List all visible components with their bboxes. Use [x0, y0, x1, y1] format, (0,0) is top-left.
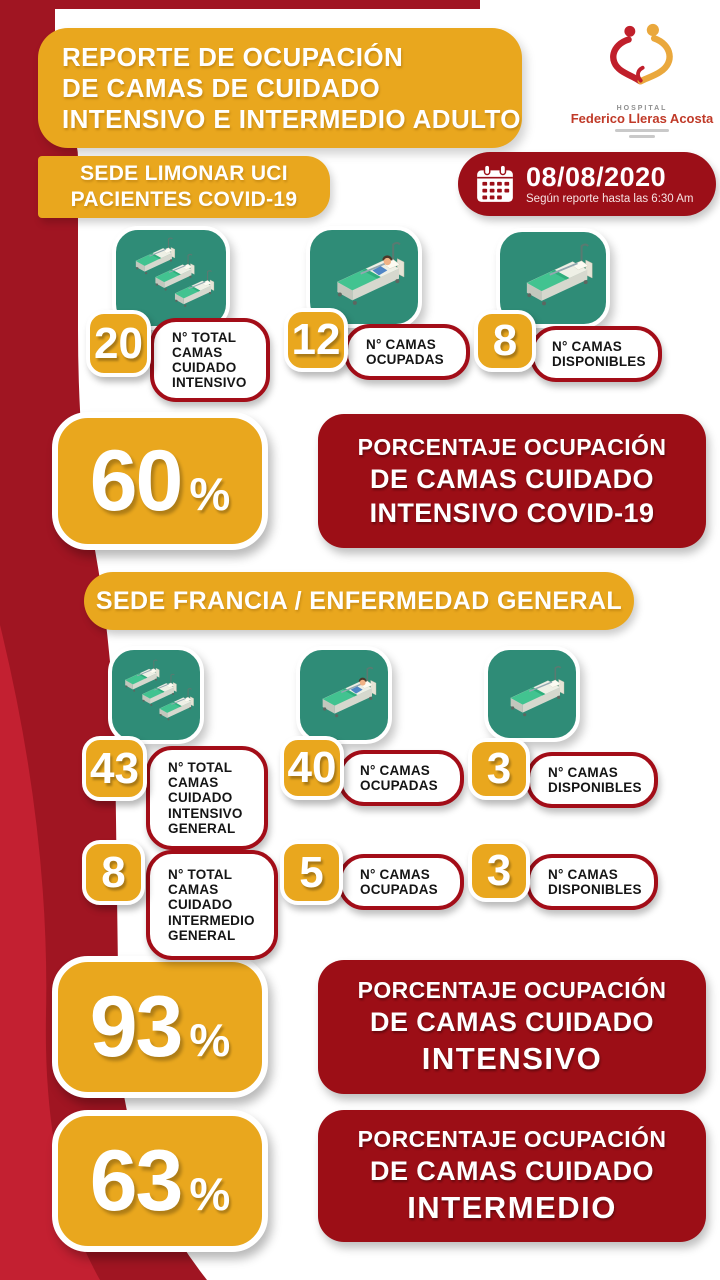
empty-bed-icon — [504, 236, 602, 320]
covid-occupied-label: N° CAMAS OCUPADAS — [366, 336, 444, 367]
general-occupied-label: N° CAMAS OCUPADAS — [360, 762, 438, 793]
general-available-label-pill: N° CAMAS DISPONIBLES — [526, 752, 658, 808]
date-badge: 08/08/2020 Según reporte hasta las 6:30 … — [458, 152, 716, 216]
covid-site-banner: SEDE LIMONAR UCI PACIENTES COVID-19 — [38, 156, 330, 218]
covid-pct-line1: PORCENTAJE OCUPACIÓN — [357, 433, 667, 460]
general-occupied-label-pill: N° CAMAS OCUPADAS — [338, 750, 464, 806]
intensive-pct-line3: INTENSIVO — [421, 1041, 603, 1076]
covid-banner-line2: PACIENTES COVID-19 — [70, 188, 298, 211]
intermediate-percentage-unit: % — [189, 1168, 231, 1220]
intermediate-pct-line1: PORCENTAJE OCUPACIÓN — [357, 1126, 667, 1152]
report-date: 08/08/2020 — [526, 161, 667, 192]
intermediate-available-label: N° CAMAS DISPONIBLES — [548, 866, 642, 897]
covid-percentage-unit: % — [189, 468, 231, 520]
logo-hospital-word: HOSPITAL — [616, 105, 668, 112]
report-title-line1: REPORTE DE OCUPACIÓN — [62, 42, 404, 72]
report-date-note: Según reporte hasta las 6:30 Am — [526, 193, 694, 206]
covid-total-label: N° TOTAL CAMAS CUIDADO INTENSIVO — [172, 330, 247, 391]
general-occupied-value: 40 — [287, 743, 337, 792]
intermediate-occupied-value: 5 — [299, 847, 324, 897]
covid-banner-line1: SEDE LIMONAR UCI — [80, 161, 288, 185]
calendar-icon — [477, 164, 513, 202]
intermediate-available-value: 3 — [486, 846, 512, 895]
hospital-logo: HOSPITAL Federico Lleras Acosta — [566, 20, 718, 152]
covid-occupied-value-badge: 12 — [284, 308, 348, 372]
general-available-bed-tile — [484, 646, 580, 742]
triple-bed-icon — [116, 654, 196, 736]
general-available-value: 3 — [486, 744, 512, 793]
general-occupied-bed-tile — [296, 646, 392, 744]
intensive-percentage-value: 93 — [89, 978, 184, 1075]
general-site-banner: SEDE FRANCIA / ENFERMEDAD GENERAL — [84, 572, 634, 630]
intensive-percentage-box: 93 % — [52, 956, 268, 1098]
covid-available-label: N° CAMAS DISPONIBLES — [552, 338, 646, 369]
covid-percentage-label-box: PORCENTAJE OCUPACIÓN DE CAMAS CUIDADO IN… — [318, 414, 706, 548]
covid-occupied-label-pill: N° CAMAS OCUPADAS — [344, 324, 470, 380]
intermediate-percentage-label-box: PORCENTAJE OCUPACIÓN DE CAMAS CUIDADO IN… — [318, 1110, 706, 1242]
logo-subtext-bar-2 — [629, 135, 655, 138]
intensive-percentage-label-box: PORCENTAJE OCUPACIÓN DE CAMAS CUIDADO IN… — [318, 960, 706, 1094]
covid-pct-line2: DE CAMAS CUIDADO — [370, 463, 654, 494]
covid-available-value: 8 — [492, 316, 518, 365]
general-total-value-badge: 43 — [82, 736, 147, 801]
intermediate-occupied-value-badge: 5 — [280, 840, 343, 905]
logo-hospital-name: Federico Lleras Acosta — [570, 111, 714, 126]
intermediate-pct-line2: DE CAMAS CUIDADO — [370, 1156, 654, 1186]
covid-available-value-badge: 8 — [474, 310, 536, 372]
intermediate-total-value-badge: 8 — [82, 840, 145, 905]
general-total-label-pill: N° TOTAL CAMAS CUIDADO INTENSIVO GENERAL — [146, 746, 268, 850]
covid-total-value: 20 — [94, 318, 143, 368]
general-banner-text: SEDE FRANCIA / ENFERMEDAD GENERAL — [95, 586, 623, 615]
report-title-line3: INTENSIVO E INTERMEDIO ADULTO — [62, 104, 521, 135]
covid-pct-line3: INTENSIVO COVID-19 — [369, 497, 655, 528]
intermediate-pct-line3: INTERMEDIO — [407, 1190, 617, 1225]
covid-occupied-value: 12 — [291, 315, 341, 364]
general-total-value: 43 — [90, 743, 139, 793]
general-available-label: N° CAMAS DISPONIBLES — [548, 764, 642, 795]
covid-percentage-value: 60 — [89, 432, 184, 529]
intermediate-percentage-box: 63 % — [52, 1110, 268, 1252]
intermediate-available-label-pill: N° CAMAS DISPONIBLES — [526, 854, 658, 910]
intermediate-total-label-pill: N° TOTAL CAMAS CUIDADO INTERMEDIO GENERA… — [146, 850, 278, 960]
intensive-pct-line2: DE CAMAS CUIDADO — [370, 1007, 654, 1037]
covid-total-label-pill: N° TOTAL CAMAS CUIDADO INTENSIVO — [150, 318, 270, 403]
intensive-percentage-unit: % — [189, 1014, 231, 1066]
intermediate-total-label: N° TOTAL CAMAS CUIDADO INTERMEDIO GENERA… — [168, 867, 255, 943]
logo-subtext-bar — [615, 129, 669, 133]
heart-people-logo-icon — [610, 23, 673, 85]
covid-percentage-box: 60 % — [52, 412, 268, 550]
general-available-value-badge: 3 — [468, 738, 530, 800]
covid-total-value-badge: 20 — [86, 310, 151, 377]
general-total-label: N° TOTAL CAMAS CUIDADO INTENSIVO GENERAL — [168, 760, 243, 836]
intensive-pct-line1: PORCENTAJE OCUPACIÓN — [357, 977, 667, 1003]
report-title-line2: DE CAMAS DE CUIDADO — [62, 73, 381, 104]
intermediate-total-value: 8 — [101, 847, 126, 897]
intermediate-occupied-label-pill: N° CAMAS OCUPADAS — [338, 854, 464, 910]
triple-bed-icon — [120, 234, 222, 322]
intermediate-occupied-label: N° CAMAS OCUPADAS — [360, 866, 438, 897]
intermediate-percentage-value: 63 — [89, 1132, 184, 1229]
occupied-bed-icon — [304, 654, 384, 736]
report-title-box: REPORTE DE OCUPACIÓN DE CAMAS DE CUIDADO… — [38, 28, 522, 148]
empty-bed-icon — [492, 654, 572, 734]
general-total-bed-tile — [108, 646, 204, 744]
intermediate-available-value-badge: 3 — [468, 840, 530, 902]
covid-available-label-pill: N° CAMAS DISPONIBLES — [530, 326, 662, 382]
general-occupied-value-badge: 40 — [280, 736, 344, 800]
